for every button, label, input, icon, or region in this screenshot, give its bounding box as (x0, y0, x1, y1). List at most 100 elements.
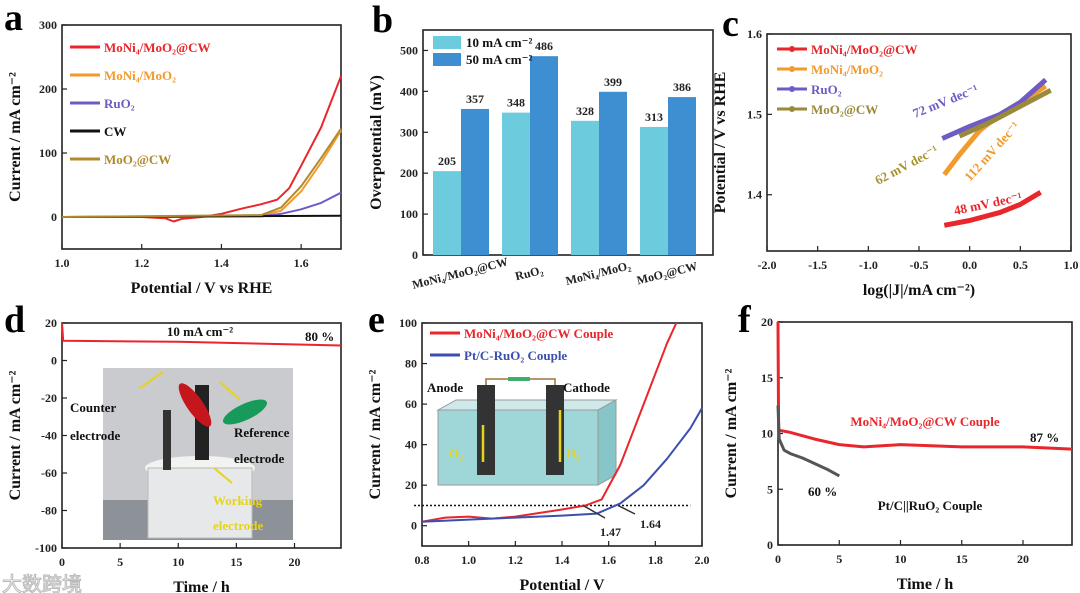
panel-label-d: d (4, 299, 25, 341)
x-tick-label: 20 (289, 555, 301, 569)
current-density-label: 10 mA cm⁻² (167, 324, 233, 339)
x-tick-label: -1.0 (859, 258, 878, 272)
retention-label-60: 60 % (808, 484, 837, 499)
y-tick-label: 0 (412, 248, 418, 262)
retention-label: 80 % (305, 329, 334, 344)
y-axis-label-e: Current / mA cm⁻² (367, 369, 384, 499)
y-tick-label: 400 (400, 84, 418, 98)
inset-label: electrode (234, 451, 285, 466)
x-axis-label-e: Potential / V (519, 577, 604, 593)
series-label-ptc: Pt/C||RuO₂ Couple (878, 498, 983, 513)
legend-label: RuO₂ (104, 96, 135, 111)
retention-label-87: 87 % (1030, 430, 1059, 445)
y-tick-label: -80 (41, 504, 57, 518)
category-label: RuO₂ (514, 263, 545, 284)
x-tick-label: 0.5 (1013, 258, 1028, 272)
y-tick-label: 20 (761, 315, 773, 329)
y-axis-label-f: Current / mA cm⁻² (723, 368, 740, 498)
bar-value-label: 313 (645, 110, 663, 124)
panel-label-e: e (368, 299, 385, 341)
y-tick-label: 1.4 (747, 188, 762, 202)
x-tick-label: 1.4 (214, 256, 229, 270)
legend-label: MoNi₄/MoO₂ (811, 62, 883, 77)
legend-label: MoO₂@CW (104, 152, 171, 167)
plot-frame-b (422, 29, 714, 256)
bar-3-0 (640, 126, 668, 255)
series-line-f-0 (776, 321, 1073, 451)
inset-label: Working (213, 493, 263, 508)
anode-electrode (477, 385, 495, 475)
y-tick-label: -100 (35, 541, 57, 555)
legend-label: RuO₂ (811, 82, 842, 97)
x-tick-label: -1.5 (808, 258, 827, 272)
x-tick-label: 5 (836, 552, 842, 566)
panel-label-a: a (4, 0, 23, 39)
bar-0-0 (433, 171, 461, 255)
series-label-moni4: MoNi₄/MoO₂@CW Couple (850, 414, 1000, 429)
y-tick-label: 80 (405, 357, 417, 371)
y-axis-label-d: Current / mA cm⁻² (7, 370, 24, 500)
bar-2-0 (571, 120, 599, 256)
legend-marker (789, 66, 795, 72)
y-tick-label: 300 (39, 18, 57, 32)
panel-label-c: c (722, 3, 739, 45)
legend-label: CW (104, 124, 126, 139)
voltage-label-1.47: 1.47 (600, 525, 621, 539)
bar-value-label: 386 (673, 80, 691, 94)
y-tick-label: 0 (767, 538, 773, 552)
cathode-label: Cathode (563, 380, 610, 395)
y-tick-label: 20 (405, 478, 417, 492)
y-axis-label-b: Overpotential (mV) (368, 75, 385, 210)
inset-arrow (139, 371, 164, 389)
series-line-a-2 (61, 191, 342, 218)
y-tick-label: 1.5 (747, 107, 762, 121)
inset-label: electrode (70, 428, 121, 443)
x-tick-label: 1.0 (461, 553, 476, 567)
legend-label: MoNi₄/MoO₂@CW (811, 42, 918, 57)
y-tick-label: 200 (400, 166, 418, 180)
x-tick-label: 15 (956, 552, 968, 566)
legend-label: 10 mA cm⁻² (466, 35, 532, 50)
series-line-c-0 (943, 190, 1042, 228)
x-tick-label: -2.0 (758, 258, 777, 272)
legend-label: MoNi₄/MoO₂@CW Couple (464, 326, 614, 341)
y-tick-label: 10 (761, 427, 773, 441)
bar-1-0 (502, 112, 530, 256)
y-tick-label: 100 (399, 316, 417, 330)
x-tick-label: 0 (59, 555, 65, 569)
bar-2-1 (599, 91, 627, 255)
x-tick-label: 1.4 (555, 553, 570, 567)
series-line-a-1 (62, 130, 342, 218)
x-axis-label-a: Potential / V vs RHE (131, 280, 273, 297)
inset-label: Counter (70, 400, 116, 415)
y-tick-label: 40 (405, 438, 417, 452)
x-tick-label: 10 (895, 552, 907, 566)
x-tick-label: 1.2 (134, 256, 149, 270)
annotation-arrow-1.47 (582, 504, 606, 519)
inset-label: Reference (234, 425, 290, 440)
bar-3-1 (668, 97, 696, 255)
bar-0-1 (461, 108, 489, 255)
x-tick-label: 1.2 (508, 553, 523, 567)
y-tick-label: -60 (41, 466, 57, 480)
legend-swatch (433, 36, 461, 49)
x-tick-label: 1.6 (601, 553, 616, 567)
y-tick-label: 500 (400, 43, 418, 57)
series-line-a-4 (61, 128, 342, 218)
x-tick-label: 1.0 (55, 256, 70, 270)
tank-top (436, 399, 618, 411)
legend-marker (789, 106, 795, 112)
x-axis-label-c: log(|J|/mA cm⁻²) (863, 282, 975, 299)
red-clip (178, 383, 212, 427)
bar-value-label: 357 (466, 92, 484, 106)
voltage-label-1.64: 1.64 (640, 517, 661, 531)
anode-label: Anode (427, 380, 463, 395)
legend-label: MoNi₄/MoO₂ (104, 68, 176, 83)
series-line-a-0 (62, 75, 342, 223)
y-tick-label: 1.6 (747, 27, 762, 41)
cathode-electrode (546, 385, 564, 475)
tank-side (597, 399, 617, 486)
x-tick-label: 0.0 (962, 258, 977, 272)
bar-1-1 (530, 56, 558, 255)
